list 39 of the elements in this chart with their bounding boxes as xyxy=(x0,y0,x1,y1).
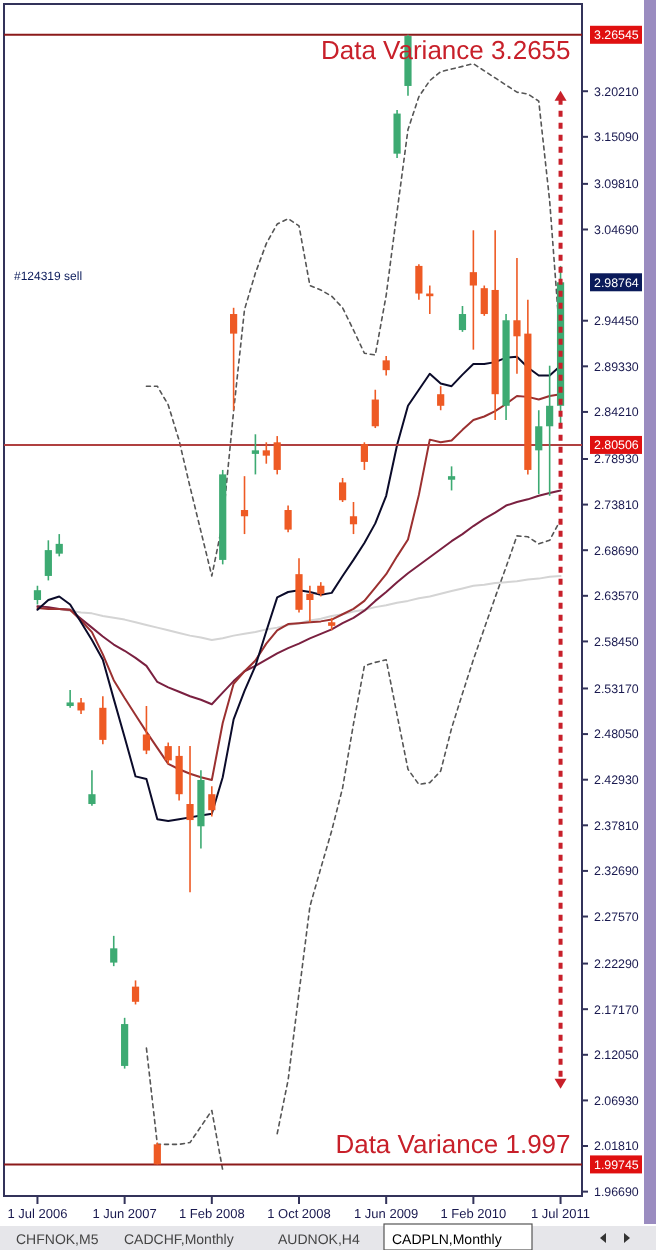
candlestick xyxy=(110,935,118,967)
candlestick xyxy=(44,539,52,582)
candlestick xyxy=(447,465,456,492)
candlestick xyxy=(142,705,151,755)
candlestick xyxy=(349,501,358,535)
candlestick xyxy=(415,263,423,301)
candlestick xyxy=(458,305,467,333)
candlestick xyxy=(338,477,347,503)
candlestick xyxy=(382,355,390,377)
line-series xyxy=(36,574,562,642)
candlestick xyxy=(262,441,270,465)
candlestick xyxy=(230,306,238,412)
candlestick xyxy=(186,745,194,894)
annotation: Data Variance 1.997 xyxy=(335,1128,571,1159)
candlestick xyxy=(535,409,543,495)
candlestick xyxy=(197,769,205,850)
candlestick xyxy=(437,385,445,412)
candlestick xyxy=(371,388,379,429)
candlestick xyxy=(284,504,292,534)
candlestick xyxy=(393,109,401,159)
candlestick xyxy=(88,769,96,807)
candlestick xyxy=(546,364,554,497)
candlestick xyxy=(131,979,140,1006)
candlestick xyxy=(469,229,477,351)
candlestick xyxy=(164,741,172,765)
candlestick xyxy=(240,475,249,535)
line-series xyxy=(145,62,562,577)
candlestick xyxy=(55,533,63,558)
candlestick xyxy=(175,745,183,802)
candlestick xyxy=(360,441,368,471)
candlestick xyxy=(121,1017,129,1070)
candlestick xyxy=(208,785,216,818)
candlestick xyxy=(273,435,281,476)
line-series xyxy=(36,489,562,706)
candlestick xyxy=(66,689,74,709)
candlestick xyxy=(251,433,260,476)
candlestick xyxy=(480,284,488,317)
candlestick xyxy=(99,695,107,746)
candlestick xyxy=(33,584,42,606)
